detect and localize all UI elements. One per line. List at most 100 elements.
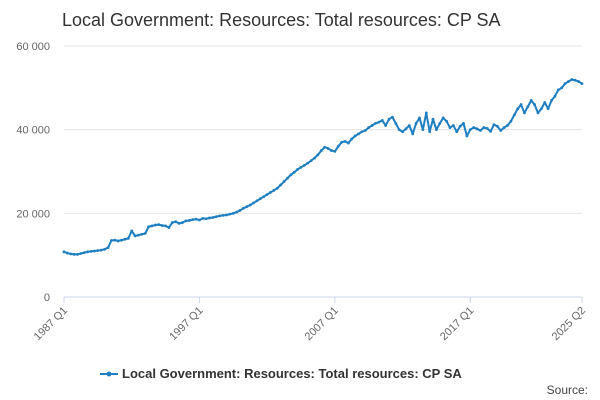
data-point[interactable]: [286, 176, 289, 180]
data-point[interactable]: [150, 224, 154, 228]
data-point[interactable]: [231, 211, 235, 215]
data-point[interactable]: [435, 128, 438, 132]
data-point[interactable]: [394, 121, 398, 125]
data-point[interactable]: [299, 165, 303, 169]
data-point[interactable]: [336, 145, 340, 148]
data-point[interactable]: [269, 191, 272, 194]
data-point[interactable]: [360, 130, 364, 134]
data-point[interactable]: [86, 250, 90, 254]
data-point[interactable]: [560, 86, 564, 90]
data-point[interactable]: [93, 249, 96, 253]
data-point[interactable]: [214, 215, 218, 219]
data-point[interactable]: [374, 121, 377, 125]
data-point[interactable]: [424, 111, 428, 115]
data-point[interactable]: [235, 210, 239, 214]
data-point[interactable]: [225, 213, 228, 217]
data-point[interactable]: [174, 220, 178, 224]
data-point[interactable]: [160, 224, 164, 227]
data-point[interactable]: [445, 119, 448, 123]
data-point[interactable]: [526, 105, 530, 109]
data-point[interactable]: [89, 250, 93, 253]
data-point[interactable]: [306, 161, 310, 165]
data-point[interactable]: [343, 139, 347, 143]
data-point[interactable]: [465, 134, 469, 138]
data-point[interactable]: [96, 249, 100, 252]
data-point[interactable]: [76, 252, 79, 256]
data-point[interactable]: [313, 156, 316, 160]
data-point[interactable]: [556, 88, 560, 92]
data-point[interactable]: [346, 141, 350, 145]
data-point[interactable]: [482, 126, 486, 129]
data-point[interactable]: [302, 163, 306, 167]
data-point[interactable]: [468, 128, 472, 132]
data-point[interactable]: [384, 124, 388, 127]
data-point[interactable]: [516, 107, 520, 111]
data-point[interactable]: [519, 103, 523, 106]
data-point[interactable]: [72, 252, 76, 256]
data-point[interactable]: [113, 238, 117, 242]
data-point[interactable]: [529, 98, 533, 102]
data-point[interactable]: [116, 239, 120, 243]
data-point[interactable]: [221, 214, 225, 217]
data-point[interactable]: [123, 237, 127, 241]
data-point[interactable]: [242, 206, 245, 210]
data-point[interactable]: [309, 159, 313, 163]
data-point[interactable]: [495, 124, 499, 128]
data-point[interactable]: [485, 127, 489, 130]
data-point[interactable]: [255, 199, 259, 203]
series-line[interactable]: [63, 78, 583, 256]
data-point[interactable]: [279, 183, 283, 187]
data-point[interactable]: [265, 193, 269, 196]
legend[interactable]: Local Government: Resources: Total resou…: [100, 366, 462, 381]
data-point[interactable]: [418, 116, 421, 120]
data-point[interactable]: [296, 168, 300, 171]
data-point[interactable]: [319, 149, 323, 152]
data-point[interactable]: [228, 212, 232, 216]
data-point[interactable]: [431, 117, 435, 121]
data-point[interactable]: [370, 124, 374, 127]
data-point[interactable]: [79, 252, 83, 255]
data-point[interactable]: [499, 129, 503, 132]
data-point[interactable]: [340, 140, 344, 144]
data-point[interactable]: [272, 188, 276, 192]
data-point[interactable]: [187, 219, 191, 222]
data-point[interactable]: [167, 226, 171, 229]
data-point[interactable]: [147, 225, 151, 229]
data-point[interactable]: [543, 101, 547, 104]
data-point[interactable]: [421, 128, 425, 132]
data-point[interactable]: [184, 219, 188, 223]
data-point[interactable]: [262, 195, 266, 199]
data-point[interactable]: [502, 126, 506, 129]
data-point[interactable]: [103, 247, 107, 251]
data-point[interactable]: [462, 121, 465, 125]
data-point[interactable]: [458, 124, 462, 128]
data-point[interactable]: [126, 237, 130, 240]
data-point[interactable]: [489, 129, 492, 133]
data-point[interactable]: [357, 132, 360, 136]
data-point[interactable]: [448, 126, 452, 129]
data-point[interactable]: [204, 217, 208, 221]
data-point[interactable]: [509, 119, 513, 123]
data-point[interactable]: [170, 221, 174, 224]
data-point[interactable]: [99, 248, 103, 252]
data-point[interactable]: [333, 150, 337, 153]
data-point[interactable]: [275, 186, 279, 190]
data-point[interactable]: [506, 124, 509, 127]
data-point[interactable]: [570, 78, 574, 81]
data-point[interactable]: [512, 113, 516, 117]
data-point[interactable]: [563, 82, 567, 86]
data-point[interactable]: [550, 98, 553, 102]
data-point[interactable]: [157, 223, 161, 227]
data-point[interactable]: [69, 252, 73, 256]
data-point[interactable]: [553, 94, 557, 98]
data-point[interactable]: [404, 127, 408, 131]
data-point[interactable]: [323, 145, 327, 149]
data-point[interactable]: [533, 103, 536, 106]
data-point[interactable]: [472, 126, 476, 129]
data-point[interactable]: [539, 107, 543, 111]
data-point[interactable]: [252, 201, 255, 205]
data-point[interactable]: [580, 82, 584, 86]
data-point[interactable]: [363, 129, 367, 132]
data-point[interactable]: [62, 250, 66, 254]
legend-label[interactable]: Local Government: Resources: Total resou…: [122, 366, 462, 381]
